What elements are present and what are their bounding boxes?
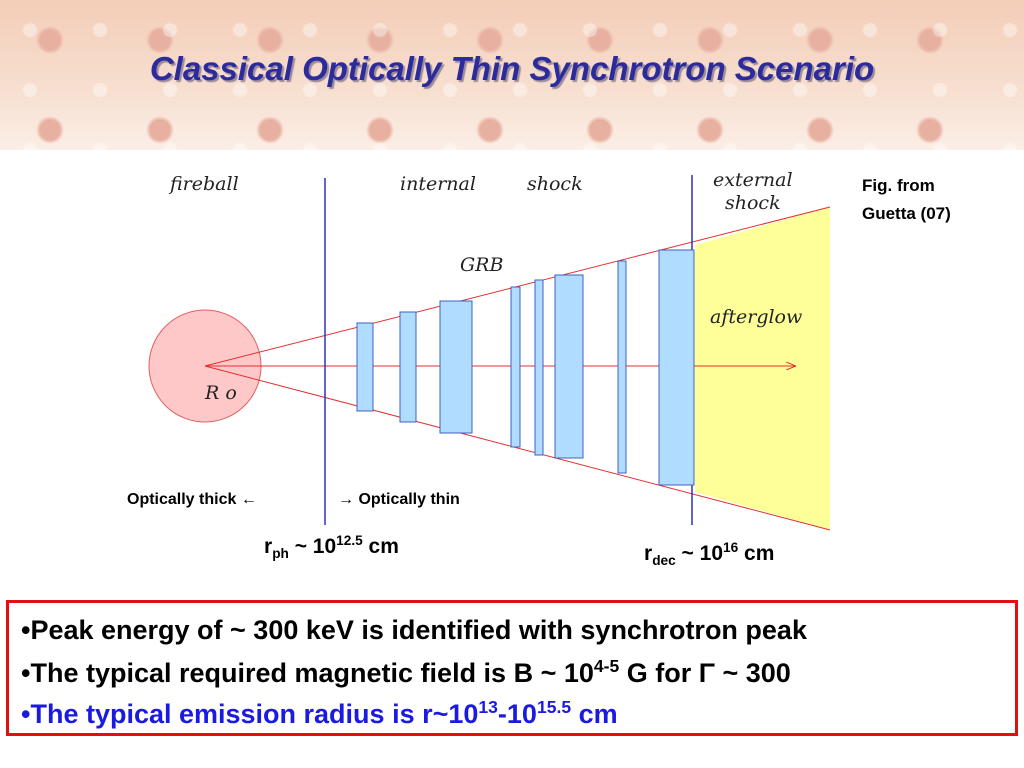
figure: fireball internal shock external shock G… [148, 169, 831, 531]
text: 15.5 [536, 697, 572, 717]
text: -10 [497, 699, 537, 729]
text: 16 [723, 540, 739, 555]
shell [554, 274, 584, 459]
annotation: → Optically thin [338, 491, 460, 508]
text: ~ 10 [675, 542, 723, 565]
bullet: •The typical required magnetic field is … [21, 656, 791, 689]
credit: Guetta (07) [862, 204, 951, 223]
text: cm [362, 535, 399, 558]
banner [0, 0, 1024, 150]
fig-label: internal [400, 173, 476, 195]
shell [534, 279, 544, 456]
fig-label: GRB [460, 254, 503, 276]
bullet: •The typical emission radius is r~1013-1… [21, 697, 618, 730]
text: 13 [478, 697, 498, 717]
fig-label: afterglow [710, 306, 802, 328]
summary-box: •Peak energy of ~ 300 keV is identified … [6, 600, 1018, 736]
fig-label: shock [527, 173, 583, 195]
text: 4-5 [593, 656, 620, 676]
fig-label: shock [725, 192, 781, 214]
shells [356, 249, 695, 486]
afterglow-region [695, 207, 830, 530]
bullet: •Peak energy of ~ 300 keV is identified … [21, 615, 807, 646]
shell [658, 249, 695, 486]
credit: Fig. from [862, 176, 935, 195]
text: ph [272, 546, 289, 562]
text: r [644, 542, 653, 565]
text: cm [738, 542, 775, 565]
radius-label: rph ~ 1012.5 cm [264, 533, 399, 561]
text: •The typical emission radius is r~10 [21, 699, 479, 729]
annotation: Optically thick ← [127, 491, 257, 508]
text: r [264, 535, 273, 558]
shell [399, 311, 417, 423]
radius-label: rdec ~ 1016 cm [644, 540, 774, 568]
text: 12.5 [336, 533, 363, 548]
text: dec [652, 553, 676, 569]
text: •Peak energy of ~ 300 keV is identified … [21, 615, 807, 645]
shell [510, 286, 521, 448]
text: •The typical required magnetic field is … [21, 658, 594, 688]
fig-label: fireball [168, 173, 239, 195]
shell [439, 300, 473, 434]
cone-edge [204, 365, 831, 531]
text: G for Γ ~ 300 [619, 658, 791, 688]
fig-label: R o [204, 382, 237, 404]
shell [356, 322, 374, 412]
text: cm [571, 699, 618, 729]
shell [617, 260, 627, 474]
fig-label: external [713, 169, 793, 191]
text: ~ 10 [288, 535, 337, 558]
title: Classical Optically Thin Synchrotron Sce… [149, 50, 875, 87]
